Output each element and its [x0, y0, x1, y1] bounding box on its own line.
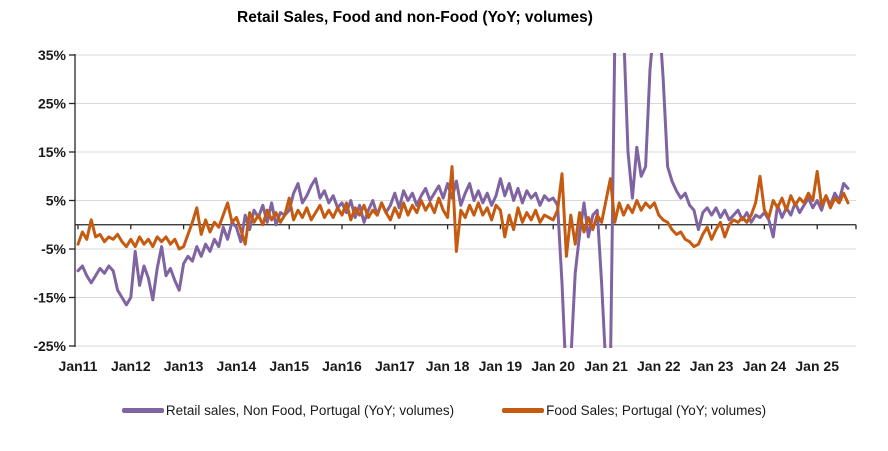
x-axis-tick-label: Jan16	[322, 358, 362, 374]
y-axis-tick-label: 5%	[46, 193, 67, 209]
x-axis-tick-label: Jan11	[59, 358, 98, 374]
legend: Retail sales, Non Food, Portugal (YoY; v…	[0, 403, 888, 418]
food-series-line	[76, 165, 850, 258]
x-axis-tick-label: Jan12	[111, 358, 151, 374]
x-axis-tick-label: Jan 24	[743, 358, 787, 374]
y-axis-tick-label: 25%	[38, 96, 67, 112]
x-axis-tick-label: Jan 21	[584, 358, 628, 374]
x-axis-tick-label: Jan14	[217, 358, 257, 374]
y-axis-tick-label: -25%	[33, 338, 66, 354]
chart-title: Retail Sales, Food and non-Food (YoY; vo…	[237, 9, 593, 26]
x-axis-tick-label: Jan 18	[426, 358, 470, 374]
y-axis-tick-label: -15%	[33, 290, 66, 306]
y-axis-tick-label: -5%	[41, 241, 66, 257]
y-axis-tick-label: 35%	[38, 47, 67, 63]
y-axis-tick-label: 15%	[38, 144, 67, 160]
x-axis-tick-label: Jan 22	[637, 358, 681, 374]
legend-item-non-food: Retail sales, Non Food, Portugal (YoY; v…	[121, 403, 455, 418]
x-axis-tick-label: Jan 23	[690, 358, 734, 374]
x-axis-tick-label: Jan 25	[795, 358, 839, 374]
x-axis-tick-label: Jan 19	[479, 358, 523, 374]
plot-area: 35% 25% 15% 5% -5% -15% -25% Jan11 Jan12 Jan13 Jan…	[33, 47, 857, 374]
non-food-line-swatch	[121, 408, 164, 413]
non-food-series-line	[76, 53, 850, 348]
x-axis-tick-label: Jan13	[164, 358, 204, 374]
food-legend-label: Food Sales; Portugal (YoY; volumes)	[546, 403, 767, 418]
legend-item-food: Food Sales; Portugal (YoY; volumes)	[502, 403, 766, 418]
food-line-swatch	[502, 408, 545, 413]
x-axis-tick-label: Jan 20	[531, 358, 575, 374]
x-axis-tick-label: Jan17	[375, 358, 415, 374]
x-axis-tick-label: Jan15	[269, 358, 309, 374]
non-food-legend-label: Retail sales, Non Food, Portugal (YoY; v…	[165, 403, 455, 418]
